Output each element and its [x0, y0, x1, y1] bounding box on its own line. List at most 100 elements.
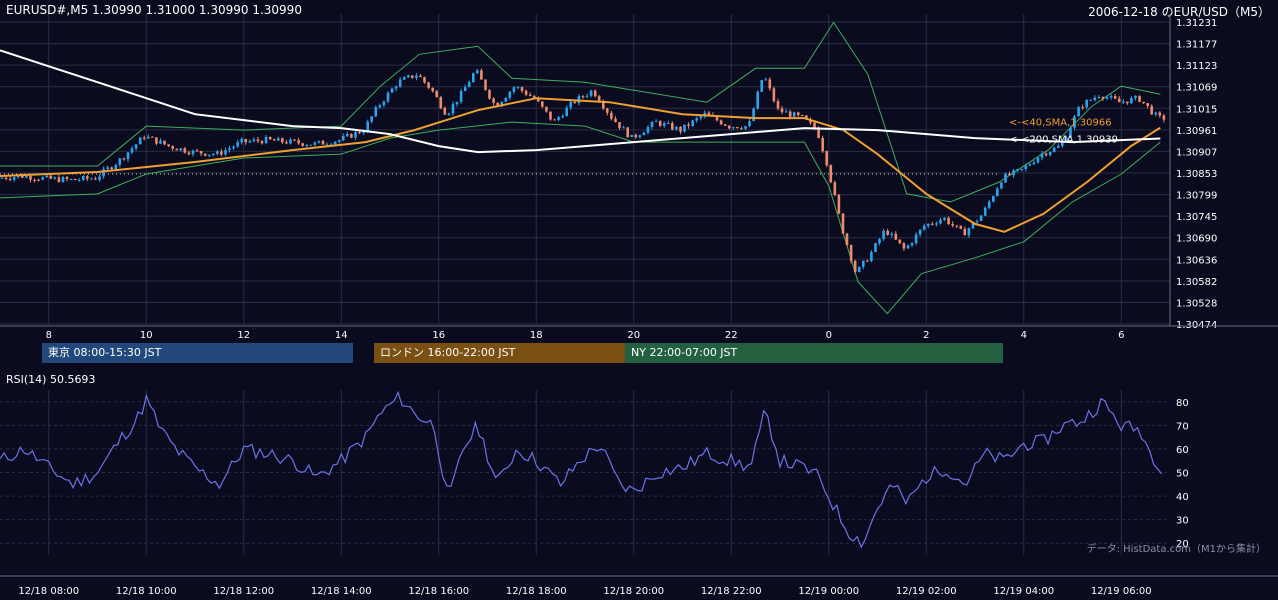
- candle-body: [707, 112, 711, 115]
- rsi-tick-label: 80: [1176, 398, 1189, 409]
- candle-body: [817, 128, 820, 138]
- candle-body: [57, 177, 61, 182]
- candle-body: [642, 132, 646, 136]
- candle-body: [967, 228, 971, 236]
- candle-body: [29, 176, 32, 180]
- candle-body: [358, 132, 361, 134]
- candle-body: [748, 121, 751, 127]
- candle-body: [435, 91, 438, 98]
- candle-body: [463, 87, 467, 91]
- candle-body: [825, 151, 828, 166]
- price-chart[interactable]: 1.31231 1.31177 1.31123 1.31069 1.31015 1.309…: [0, 14, 1278, 340]
- x-tick-label: 10: [140, 330, 153, 340]
- candle-body: [801, 115, 804, 116]
- candle-body: [281, 138, 284, 143]
- candle-body: [1061, 141, 1064, 147]
- candle-body: [289, 139, 292, 144]
- candle-body: [549, 111, 552, 120]
- candle-body: [1008, 173, 1011, 176]
- candle-body: [106, 167, 109, 169]
- candle-body: [317, 140, 321, 143]
- candle-body: [894, 233, 898, 240]
- candle-body: [21, 175, 24, 178]
- candle-body: [252, 139, 256, 142]
- candle-body: [1020, 168, 1023, 170]
- candle-body: [398, 79, 402, 87]
- candle-body: [610, 112, 613, 119]
- symbol-ohlc-line: EURUSD#,M5 1.30990 1.31000 1.30990 1.309…: [6, 3, 302, 17]
- y-tick-label: 1.30907: [1176, 147, 1217, 158]
- sma200-line: [0, 49, 1161, 154]
- candle-body: [224, 150, 227, 155]
- candle-body: [557, 117, 560, 120]
- candle-body: [1162, 115, 1166, 120]
- x-tick-label: 20: [627, 330, 640, 340]
- candle-body: [573, 101, 577, 103]
- x-tick-label: 8: [46, 330, 52, 340]
- candle-body: [0, 177, 4, 179]
- rsi-chart[interactable]: 80 70 60 50 40 30 20: [0, 390, 1278, 570]
- candle-body: [337, 140, 341, 142]
- candle-body: [1036, 157, 1040, 163]
- bollinger-upper-line: [0, 21, 1161, 203]
- candle-body: [65, 177, 69, 180]
- data-credit: データ: HistData.com（M1から集計）: [1086, 544, 1266, 555]
- candle-body: [1048, 152, 1052, 156]
- candle-body: [207, 154, 211, 156]
- candle-body: [671, 123, 674, 130]
- candle-body: [947, 217, 950, 224]
- candle-body: [419, 75, 422, 78]
- candle-body: [82, 176, 85, 180]
- candle-body: [772, 88, 776, 102]
- candle-body: [727, 125, 731, 129]
- candle-body: [1130, 98, 1133, 104]
- candle-body: [658, 121, 662, 126]
- candle-body: [614, 118, 617, 123]
- candle-body: [126, 152, 130, 160]
- candle-body: [1012, 170, 1015, 176]
- candle-body: [220, 151, 223, 155]
- candle-body: [1057, 146, 1060, 148]
- candle-body: [321, 140, 325, 145]
- candle-body: [476, 70, 479, 74]
- candle-body: [569, 101, 573, 108]
- candle-body: [37, 179, 40, 181]
- time-label: 12/18 22:00: [701, 586, 762, 597]
- candle-body: [293, 139, 296, 141]
- candle-body: [134, 144, 138, 149]
- candle-body: [622, 127, 625, 129]
- candle-body: [597, 96, 601, 103]
- candle-body: [565, 107, 568, 117]
- candle-body: [285, 142, 288, 144]
- candle-body: [333, 141, 337, 145]
- time-label: 12/19 04:00: [993, 586, 1054, 597]
- candle-body: [833, 182, 837, 195]
- session-tokyo: 東京 08:00-15:30 JST: [42, 343, 353, 363]
- y-tick-label: 1.31069: [1176, 83, 1217, 94]
- candle-body: [439, 97, 443, 109]
- candle-body: [268, 137, 272, 140]
- candle-body: [309, 144, 313, 146]
- candle-body: [90, 178, 93, 180]
- candle-body: [878, 239, 881, 244]
- candle-body: [382, 101, 386, 106]
- candle-body: [167, 144, 170, 147]
- candle-body: [890, 233, 893, 235]
- y-tick-label: 1.30961: [1176, 126, 1217, 137]
- candle-body: [138, 137, 142, 145]
- candle-body: [662, 123, 666, 126]
- candle-body: [914, 234, 918, 244]
- candle-body: [415, 75, 418, 78]
- candle-body: [849, 245, 853, 261]
- rsi-line: [0, 390, 1163, 549]
- candle-body: [667, 123, 670, 125]
- candle-body: [1138, 95, 1141, 102]
- candle-body: [114, 164, 118, 169]
- x-tick-label: 16: [432, 330, 445, 340]
- candle-body: [431, 87, 434, 92]
- candle-body: [8, 179, 12, 180]
- candle-body: [1044, 153, 1048, 156]
- candle-body: [1077, 107, 1080, 117]
- candle-body: [1052, 147, 1056, 152]
- candle-body: [480, 70, 483, 80]
